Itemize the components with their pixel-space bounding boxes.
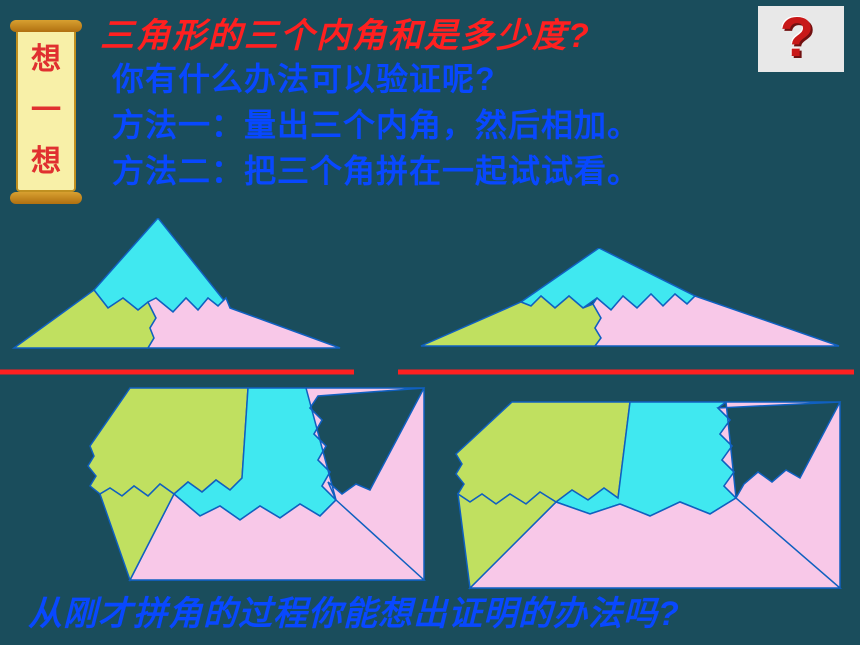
scroll-line1: 想 (10, 34, 82, 85)
page-title: 三角形的三个内角和是多少度? (100, 8, 591, 57)
scroll-label: 想 一 想 (10, 18, 82, 202)
scroll-end-top (10, 20, 82, 32)
figure-triangle-2 (415, 248, 851, 368)
red-baseline-2 (398, 368, 858, 378)
fig3-green-piece (88, 388, 248, 496)
question-mark-box: ? (758, 6, 844, 72)
question-mark-icon: ? (780, 4, 814, 69)
method-1: 方法一：量出三个内角，然后相加。 (112, 100, 640, 146)
fig1-top-piece (94, 218, 230, 312)
scroll-text: 想 一 想 (10, 34, 82, 187)
scroll-line2: 一 (10, 85, 82, 136)
figure-assembled-2 (440, 394, 850, 600)
figure-triangle-1 (8, 218, 348, 368)
fig2-right-piece (593, 294, 839, 346)
scroll-end-bottom (10, 192, 82, 204)
verify-question: 你有什么办法可以验证呢? (112, 54, 496, 100)
method-2: 方法二：把三个角拼在一起试试看。 (112, 146, 640, 192)
scroll-line3: 想 (10, 136, 82, 187)
figure-assembled-1 (70, 376, 440, 596)
fig2-left-piece (421, 296, 601, 346)
